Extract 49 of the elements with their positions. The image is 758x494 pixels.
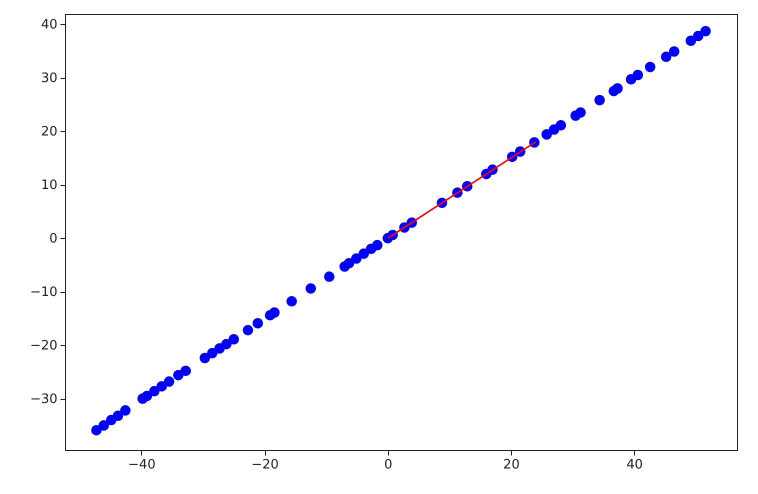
- point: [164, 376, 174, 387]
- point: [206, 348, 218, 358]
- y-tick-label: 0: [49, 232, 58, 247]
- point: [692, 30, 704, 42]
- point: [632, 70, 644, 80]
- y-tick-label: 30: [40, 71, 58, 86]
- x-tick-label: 40: [626, 458, 643, 472]
- point: [594, 94, 605, 106]
- point: [112, 410, 124, 421]
- point: [541, 129, 552, 140]
- x-tick-label: −20: [251, 458, 279, 472]
- point: [660, 52, 672, 62]
- point: [668, 46, 680, 57]
- point: [612, 83, 623, 94]
- point: [358, 248, 369, 259]
- x-tick-label: −40: [128, 458, 156, 472]
- point: [286, 296, 297, 307]
- point: [344, 258, 354, 269]
- y-tick-label: −10: [30, 285, 58, 300]
- point: [120, 405, 131, 416]
- point: [149, 386, 160, 396]
- point: [200, 352, 210, 364]
- point: [180, 366, 191, 376]
- x-tick-label: 0: [384, 458, 392, 472]
- point: [228, 334, 240, 344]
- point: [98, 420, 110, 431]
- point: [156, 381, 167, 392]
- y-tick-label: −30: [30, 392, 58, 408]
- point: [324, 271, 334, 282]
- point: [351, 253, 362, 264]
- point: [372, 240, 383, 250]
- point: [252, 318, 264, 328]
- point: [142, 390, 152, 402]
- point: [242, 324, 254, 336]
- y-tick-label: 10: [40, 178, 58, 194]
- point: [91, 424, 102, 436]
- point: [644, 62, 656, 72]
- point: [221, 338, 232, 350]
- point: [700, 26, 711, 36]
- y-tick-label: −20: [30, 338, 58, 354]
- point: [556, 120, 566, 131]
- point: [306, 283, 316, 294]
- point: [173, 370, 184, 380]
- x-tick-label: 20: [503, 458, 520, 472]
- point: [269, 307, 280, 318]
- y-tick-label: 40: [40, 18, 58, 33]
- point: [575, 107, 586, 118]
- point: [686, 36, 696, 46]
- y-tick-label: 20: [40, 124, 58, 140]
